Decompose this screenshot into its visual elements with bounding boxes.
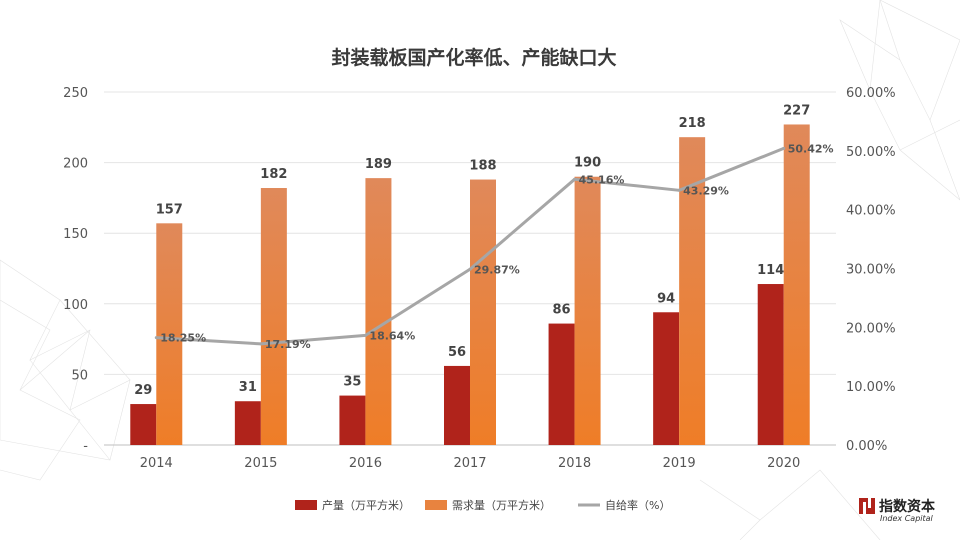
demand-value-label: 188 <box>469 159 496 174</box>
y-tick-label: 150 <box>63 227 88 242</box>
y-axis-left: - 50 100 150 200 250 <box>63 86 88 454</box>
self-sufficiency-line: 18.25% 17.19% 18.64% 29.87% 45.16% 43.29% 50.4… <box>154 142 834 351</box>
self-sufficiency-value-label: 29.87% <box>474 263 520 276</box>
demand-value-label: 189 <box>365 157 392 172</box>
self-sufficiency-value-label: 17.19% <box>265 338 311 351</box>
legend-swatch <box>295 500 317 510</box>
self-sufficiency-value-label: 43.29% <box>683 184 729 197</box>
chart-title: 封装载板国产化率低、产能缺口大 <box>331 46 616 69</box>
production-bar <box>339 395 366 445</box>
logo-text-cn: 指数资本 <box>879 498 936 515</box>
legend-label: 产量（万平方米） <box>322 498 410 512</box>
production-bar <box>444 365 470 445</box>
self-sufficiency-value-label: 45.16% <box>579 173 625 186</box>
legend: 产量（万平方米） 需求量（万平方米） 自给率（%） <box>295 498 670 512</box>
legend-label: 自给率（%） <box>605 498 670 512</box>
y-tick-label: 50 <box>71 368 88 383</box>
demand-value-label: 190 <box>574 156 601 171</box>
y-tick-label: - <box>83 439 88 454</box>
logo-mark <box>859 498 875 514</box>
x-tick-label: 2020 <box>767 456 800 471</box>
y2-tick-label: 10.00% <box>846 380 896 395</box>
y2-tick-label: 50.00% <box>846 145 896 160</box>
self-sufficiency-value-label: 18.64% <box>369 329 415 342</box>
self-sufficiency-point <box>573 177 577 181</box>
production-bar <box>653 312 680 445</box>
demand-value-label: 157 <box>156 202 183 217</box>
y-tick-label: 200 <box>63 157 88 172</box>
production-value-label: 56 <box>448 345 466 360</box>
logo-mark-stroke <box>868 498 871 508</box>
self-sufficiency-point <box>363 333 367 337</box>
demand-bar <box>365 178 392 445</box>
demand-bar <box>470 179 496 445</box>
production-bar <box>548 323 575 445</box>
x-tick-label: 2014 <box>140 456 173 471</box>
y2-tick-label: 20.00% <box>846 321 896 336</box>
production-bar <box>234 401 261 445</box>
self-sufficiency-point <box>782 146 786 150</box>
demand-value-label: 227 <box>783 103 810 118</box>
logo-text-en: Index Capital <box>880 514 934 523</box>
production-bar <box>130 404 157 445</box>
x-tick-label: 2017 <box>453 456 486 471</box>
y-tick-label: 250 <box>63 86 88 101</box>
self-sufficiency-point <box>259 342 263 346</box>
production-value-label: 35 <box>343 375 361 390</box>
production-value-label: 29 <box>134 383 152 398</box>
demand-bar <box>783 124 810 445</box>
self-sufficiency-point <box>154 336 158 340</box>
production-value-label: 94 <box>657 291 675 306</box>
y2-tick-label: 30.00% <box>846 263 896 278</box>
self-sufficiency-value-label: 50.42% <box>788 142 834 155</box>
x-tick-label: 2016 <box>349 456 382 471</box>
self-sufficiency-point <box>677 188 681 192</box>
production-value-label: 86 <box>553 303 571 318</box>
self-sufficiency-value-label: 18.25% <box>160 332 206 345</box>
x-axis: 2014 2015 2016 2017 2018 2019 2020 <box>140 456 801 471</box>
production-value-label: 31 <box>239 380 257 395</box>
y2-tick-label: 60.00% <box>846 86 896 101</box>
x-tick-label: 2019 <box>663 456 696 471</box>
y2-tick-label: 0.00% <box>846 439 887 454</box>
index-capital-logo: 指数资本 Index Capital <box>859 498 936 523</box>
self-sufficiency-point <box>468 267 472 271</box>
x-tick-label: 2018 <box>558 456 591 471</box>
y-axis-right: 0.00% 10.00% 20.00% 30.00% 40.00% 50.00% 60.00… <box>846 86 896 454</box>
production-value-label: 114 <box>757 263 784 278</box>
demand-bar <box>574 176 601 445</box>
logo-mark-stroke <box>863 502 866 514</box>
production-bar <box>757 284 784 445</box>
legend-swatch <box>425 500 447 510</box>
bars: 29 31 35 56 86 94 114 157 182 189 188 190 218 227 <box>130 103 810 446</box>
legend-label: 需求量（万平方米） <box>452 498 551 512</box>
y-tick-label: 100 <box>63 298 88 313</box>
demand-value-label: 218 <box>679 116 706 131</box>
y2-tick-label: 40.00% <box>846 204 896 219</box>
demand-bar <box>260 188 287 446</box>
x-tick-label: 2015 <box>244 456 277 471</box>
demand-value-label: 182 <box>260 167 287 182</box>
demand-bar <box>156 223 183 445</box>
